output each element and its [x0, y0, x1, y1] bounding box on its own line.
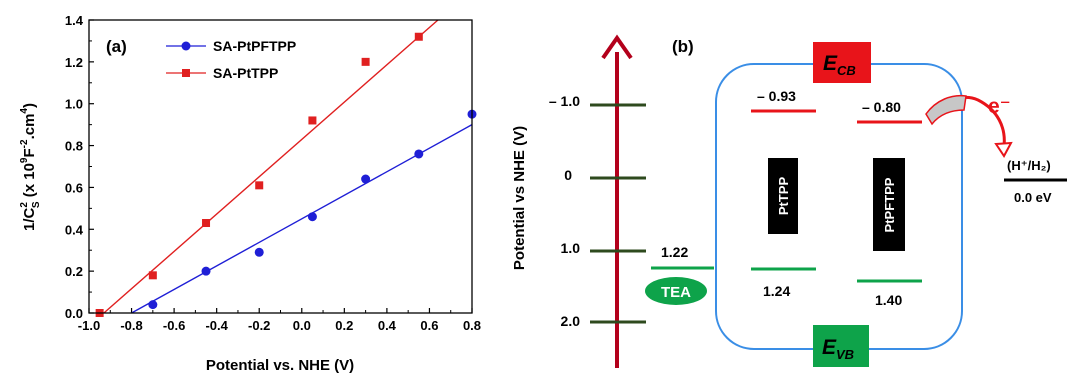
- x-tick-label: -0.8: [120, 318, 142, 333]
- data-point-series-2: [414, 32, 423, 41]
- ecb-label: ECB: [823, 52, 856, 78]
- data-point-series-2: [202, 219, 211, 228]
- evb-badge: [813, 325, 869, 367]
- electron-arrow-head-icon: [994, 141, 1013, 158]
- arrow-head-icon: [601, 34, 633, 60]
- y-tick-label: 0.2: [65, 264, 83, 279]
- ptpp-label: PtTPP: [776, 177, 791, 216]
- ptpfptpp-vb-value: 1.40: [875, 292, 902, 308]
- panel-b: – 1.0 0 1.0 2.0 Potential vs NHE (V) (b)…: [511, 34, 1067, 368]
- panel-b-label: (b): [672, 37, 694, 56]
- ptpfptpp-box: [873, 158, 905, 251]
- potential-axis-label: Potential vs NHE (V): [511, 126, 528, 270]
- data-point-series-1: [307, 212, 317, 222]
- electron-label: e⁻: [988, 95, 1011, 118]
- data-point-series-2: [255, 181, 264, 190]
- ptpp-box: [768, 158, 798, 234]
- tick-labels: -1.0 -0.8 -0.6 -0.4 -0.2 0.0 0.2 0.4 0.6 0.8 0.0 0.…: [65, 13, 481, 333]
- ptpp-vb-value: 1.24: [763, 283, 790, 299]
- evb-label: EVB: [822, 336, 854, 362]
- y-tick-label: 0.8: [65, 139, 83, 154]
- x-tick-label: -0.2: [248, 318, 270, 333]
- fit-line-series-2: [103, 19, 439, 314]
- panel-a: -1.0 -0.8 -0.6 -0.4 -0.2 0.0 0.2 0.4 0.6 0.8 0.0 0.…: [19, 13, 481, 373]
- panel-a-label: (a): [106, 37, 127, 56]
- ptpp-cb-value: – 0.93: [757, 88, 796, 104]
- tea-value: 1.22: [661, 244, 688, 260]
- legend-marker-circle: [181, 41, 191, 51]
- scale-label-1: 1.0: [561, 240, 581, 256]
- ptpfptpp-label: PtPFTPP: [882, 177, 897, 232]
- y-axis-label: 1/C2S (x 109F-2.cm4): [19, 103, 42, 231]
- x-tick-label: -1.0: [78, 318, 100, 333]
- y-tick-label: 1.4: [65, 13, 84, 28]
- data-point-series-2: [148, 271, 157, 280]
- data-point-series-1: [148, 300, 158, 310]
- axis-ticks: [88, 19, 473, 314]
- y-tick-label: 1.2: [65, 55, 83, 70]
- data-point-series-1: [361, 174, 371, 184]
- y-tick-label: 0.0: [65, 306, 83, 321]
- x-tick-label: 0.4: [378, 318, 397, 333]
- scale-label-2: 2.0: [561, 313, 581, 329]
- x-tick-label: 0.2: [335, 318, 353, 333]
- redox-value: 0.0 eV: [1014, 190, 1052, 205]
- y-tick-label: 0.6: [65, 180, 83, 195]
- legend-entry-2: SA-PtTPP: [213, 65, 278, 81]
- electron-arrow-tail-icon: [925, 94, 967, 126]
- ptpfptpp-cb-value: – 0.80: [862, 99, 901, 115]
- tea-badge: [645, 277, 707, 305]
- semiconductor-box: [715, 63, 963, 350]
- scale-label-0: 0: [564, 167, 572, 183]
- x-axis-label: Potential vs. NHE (V): [206, 357, 354, 373]
- x-tick-label: 0.8: [463, 318, 481, 333]
- legend-entry-1: SA-PtPFTPP: [213, 38, 296, 54]
- redox-couple-label: (H⁺/H₂): [1007, 158, 1051, 173]
- data-point-series-1: [254, 247, 264, 257]
- ecb-badge: [813, 42, 871, 83]
- data-point-series-1: [201, 266, 211, 276]
- data-points: [95, 32, 477, 317]
- x-tick-label: -0.6: [163, 318, 185, 333]
- legend: SA-PtPFTPP SA-PtTPP: [166, 38, 296, 81]
- y-tick-label: 0.4: [65, 222, 84, 237]
- data-point-series-2: [308, 116, 317, 125]
- data-point-series-1: [414, 149, 424, 159]
- x-tick-label: 0.6: [420, 318, 438, 333]
- plot-frame: [88, 19, 473, 314]
- x-tick-label: -0.4: [205, 318, 228, 333]
- fit-lines: [103, 19, 473, 314]
- data-point-series-2: [361, 57, 370, 66]
- y-tick-label: 1.0: [65, 97, 83, 112]
- scale-label-neg1: – 1.0: [549, 93, 580, 109]
- legend-marker-square: [182, 69, 190, 77]
- tea-label: TEA: [661, 284, 691, 301]
- x-tick-label: 0.0: [293, 318, 311, 333]
